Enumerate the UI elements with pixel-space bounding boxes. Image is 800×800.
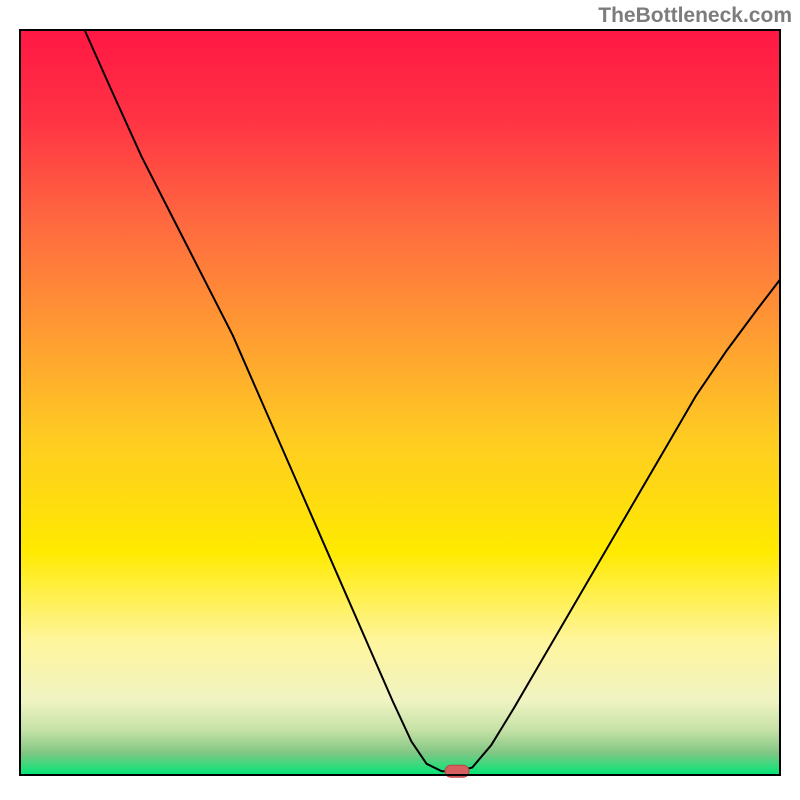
watermark-text: TheBottleneck.com — [598, 4, 792, 28]
chart-container: TheBottleneck.com — [0, 0, 800, 800]
bottleneck-chart — [0, 0, 800, 800]
